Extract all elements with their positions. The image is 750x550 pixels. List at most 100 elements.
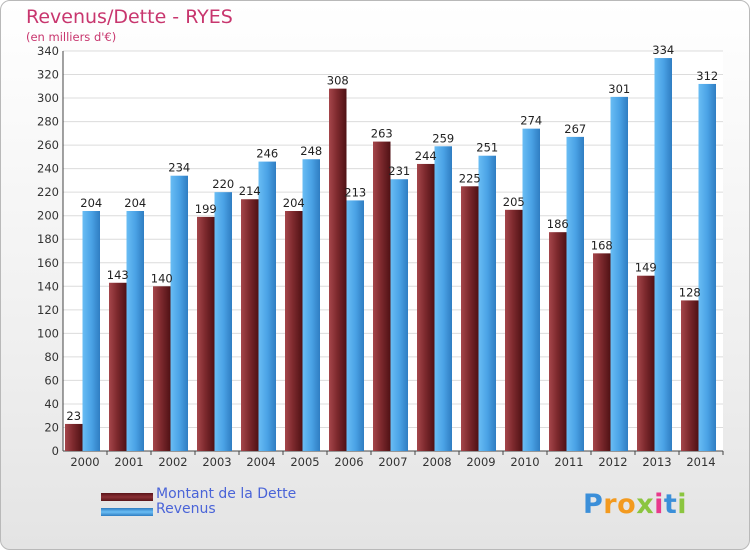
bar-revenue bbox=[566, 136, 584, 451]
data-label-revenue: 334 bbox=[652, 43, 674, 57]
bar-debt bbox=[153, 286, 171, 451]
y-tick-label: 80 bbox=[44, 350, 59, 364]
bar-debt bbox=[549, 232, 567, 451]
data-label-debt: 204 bbox=[283, 196, 305, 210]
y-tick-label: 40 bbox=[44, 397, 59, 411]
y-tick-label: 180 bbox=[37, 232, 59, 246]
data-label-revenue: 204 bbox=[124, 196, 146, 210]
bar-debt bbox=[417, 163, 435, 452]
bar-revenue bbox=[302, 159, 320, 451]
bar-debt bbox=[593, 253, 611, 451]
x-tick-label: 2002 bbox=[158, 455, 187, 469]
y-tick-label: 280 bbox=[37, 115, 59, 129]
logo-letter: o bbox=[617, 489, 637, 520]
y-tick-label: 340 bbox=[37, 44, 59, 58]
bar-debt bbox=[65, 423, 83, 451]
data-labels: 23 204 143 204 140 234 199 220 214 246 204 248 308 21… bbox=[66, 43, 718, 423]
bar-debt bbox=[373, 141, 391, 451]
x-tick-label: 2005 bbox=[290, 455, 319, 469]
logo-letter: P bbox=[583, 489, 604, 520]
y-tick-label: 20 bbox=[44, 420, 59, 434]
x-tick-label: 2001 bbox=[114, 455, 143, 469]
legend-swatch-debt bbox=[101, 493, 153, 501]
data-label-revenue: 301 bbox=[608, 82, 630, 96]
axes: 0 20 40 60 80 100 120 140 160 180 200 220 240 260 280 3… bbox=[37, 44, 724, 469]
data-label-debt: 263 bbox=[371, 127, 393, 141]
legend-label-debt: Montant de la Dette bbox=[156, 486, 297, 502]
y-tick-label: 200 bbox=[37, 209, 59, 223]
data-label-debt: 199 bbox=[195, 202, 217, 216]
y-tick-label: 60 bbox=[44, 373, 59, 387]
legend-label-revenue: Revenus bbox=[156, 501, 216, 517]
data-label-revenue: 267 bbox=[564, 122, 586, 136]
bar-revenue bbox=[258, 161, 276, 451]
bar-revenue bbox=[522, 128, 540, 451]
bar-revenue bbox=[698, 83, 716, 452]
logo-letter: x bbox=[636, 489, 655, 520]
logo-letter: r bbox=[603, 489, 618, 520]
proxiti-logo: Proxiti bbox=[583, 489, 687, 520]
data-label-revenue: 248 bbox=[300, 144, 322, 158]
x-tick-label: 2011 bbox=[554, 455, 583, 469]
logo-letter: i bbox=[677, 489, 688, 520]
data-label-revenue: 259 bbox=[432, 131, 454, 145]
data-label-debt: 149 bbox=[635, 261, 657, 275]
data-label-debt: 140 bbox=[151, 271, 173, 285]
data-label-debt: 308 bbox=[327, 74, 349, 88]
data-label-debt: 168 bbox=[591, 238, 613, 252]
data-label-revenue: 213 bbox=[344, 185, 366, 199]
bar-debt bbox=[241, 199, 259, 451]
bar-debt bbox=[681, 300, 699, 451]
bar-revenue bbox=[478, 155, 496, 452]
y-tick-label: 260 bbox=[37, 138, 59, 152]
y-tick-label: 320 bbox=[37, 68, 59, 82]
x-tick-label: 2010 bbox=[510, 455, 539, 469]
y-tick-label: 220 bbox=[37, 185, 59, 199]
x-tick-label: 2012 bbox=[598, 455, 627, 469]
x-tick-label: 2008 bbox=[422, 455, 451, 469]
logo-letter: t bbox=[663, 489, 678, 520]
chart-subtitle: (en milliers d'€) bbox=[26, 30, 117, 44]
data-label-revenue: 220 bbox=[212, 177, 234, 191]
data-label-debt: 186 bbox=[547, 217, 569, 231]
data-label-debt: 128 bbox=[679, 285, 701, 299]
y-tick-label: 160 bbox=[37, 256, 59, 270]
y-tick-label: 240 bbox=[37, 162, 59, 176]
logo-letter: i bbox=[654, 489, 664, 520]
bar-revenue bbox=[390, 179, 408, 451]
bar-debt bbox=[637, 275, 655, 451]
x-tick-label: 2007 bbox=[378, 455, 407, 469]
bar-revenue bbox=[434, 146, 452, 451]
data-label-debt: 214 bbox=[239, 184, 261, 198]
legend-swatch-revenue bbox=[101, 508, 153, 516]
data-label-debt: 225 bbox=[459, 171, 481, 185]
x-tick-label: 2013 bbox=[642, 455, 671, 469]
y-tick-label: 120 bbox=[37, 303, 59, 317]
data-label-debt: 23 bbox=[66, 409, 81, 423]
x-tick-label: 2003 bbox=[202, 455, 231, 469]
x-tick-label: 2006 bbox=[334, 455, 363, 469]
data-label-revenue: 231 bbox=[388, 164, 410, 178]
data-label-revenue: 312 bbox=[696, 69, 718, 83]
bar-revenue bbox=[170, 175, 188, 452]
bar-debt bbox=[505, 209, 523, 451]
x-tick-label: 2014 bbox=[686, 455, 715, 469]
y-tick-label: 140 bbox=[37, 279, 59, 293]
bar-chart: 0 20 40 60 80 100 120 140 160 180 200 220 240 260 280 3… bbox=[37, 43, 724, 469]
bar-debt bbox=[197, 216, 215, 451]
data-label-revenue: 234 bbox=[168, 161, 190, 175]
bar-debt bbox=[329, 88, 347, 451]
bar-debt bbox=[461, 186, 479, 451]
chart-title: Revenus/Dette - RYES bbox=[26, 6, 233, 28]
bar-debt bbox=[285, 211, 303, 451]
bar-revenue bbox=[214, 192, 232, 452]
bar-revenue bbox=[346, 200, 364, 451]
bars bbox=[65, 58, 716, 452]
data-label-revenue: 246 bbox=[256, 147, 278, 161]
bar-revenue bbox=[610, 96, 628, 451]
x-tick-label: 2009 bbox=[466, 455, 495, 469]
data-label-debt: 244 bbox=[415, 149, 437, 163]
bar-revenue bbox=[654, 58, 672, 451]
data-label-revenue: 274 bbox=[520, 114, 542, 128]
